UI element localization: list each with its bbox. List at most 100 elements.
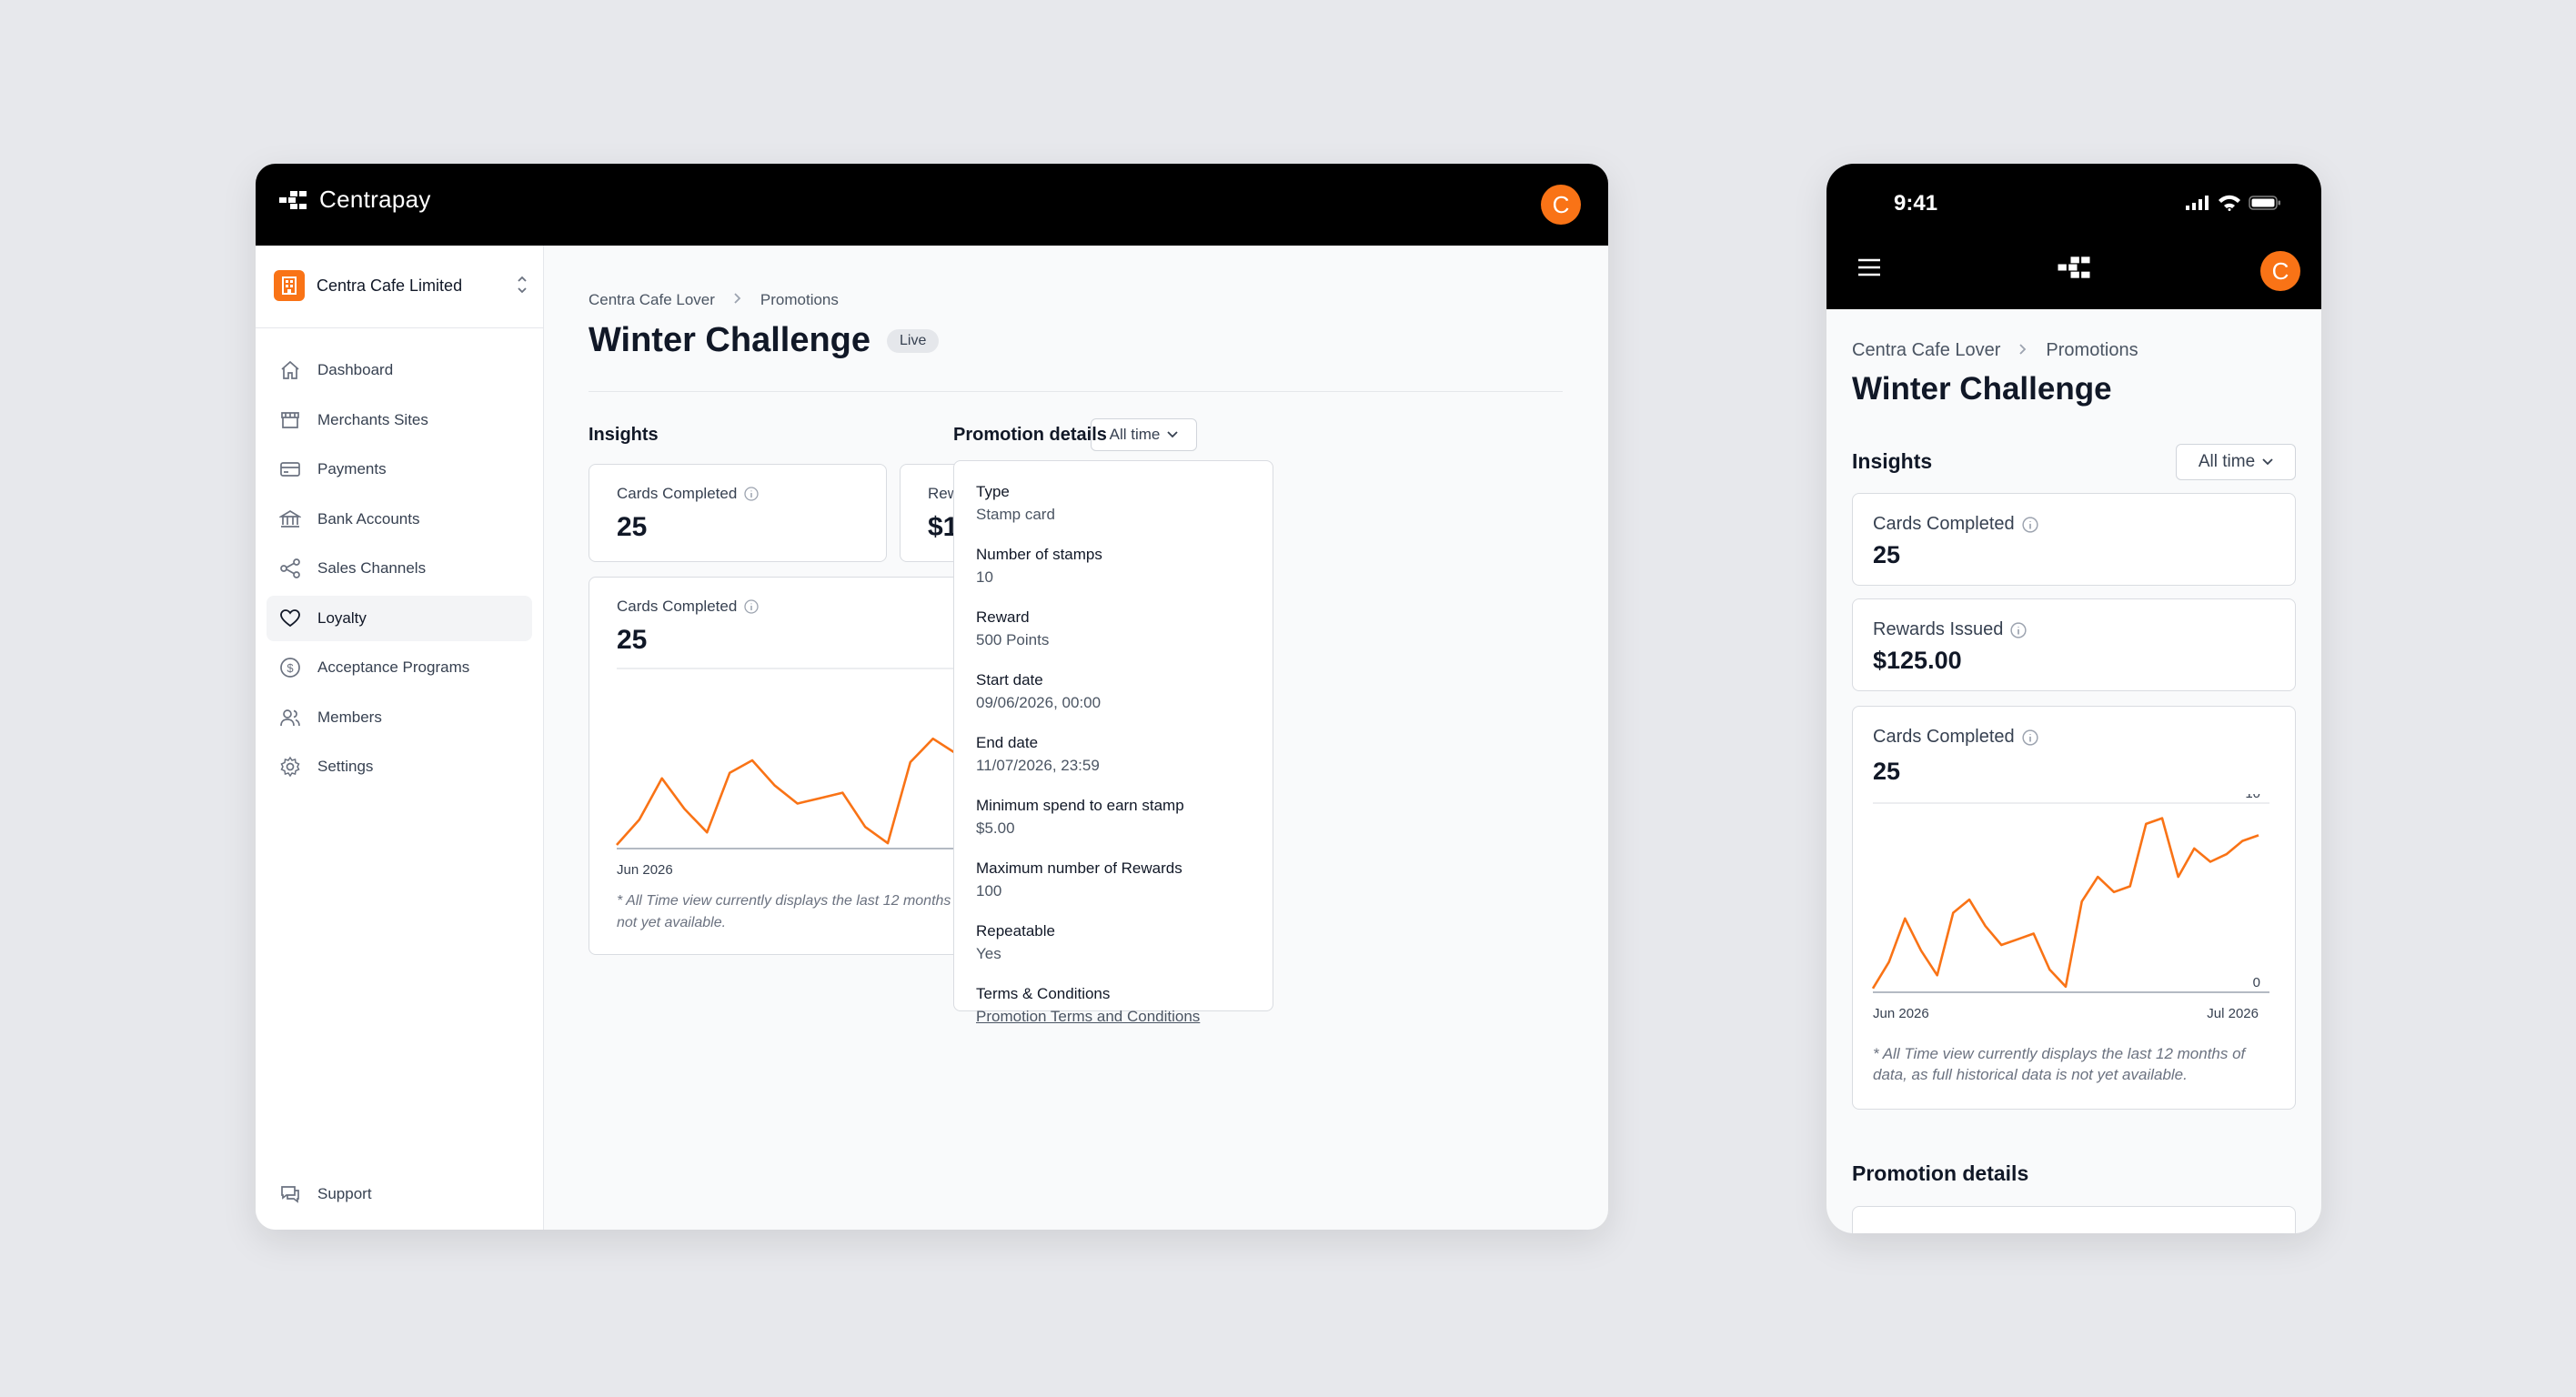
terms-link[interactable]: Promotion Terms and Conditions <box>976 1008 1201 1025</box>
store-icon <box>277 407 303 433</box>
detail-label: Minimum spend to earn stamp <box>976 797 1184 814</box>
sidebar-item-members[interactable]: Members <box>267 695 532 740</box>
users-icon <box>277 705 303 730</box>
desktop-window: Centrapay C Centra Cafe Limited <box>256 164 1608 1230</box>
chart-note: * All Time view currently displays the l… <box>1873 1045 2246 1083</box>
x-tick-label: Jun 2026 <box>1873 1006 1929 1021</box>
sidebar-item-acceptance-programs[interactable]: $ Acceptance Programs <box>267 645 532 690</box>
top-bar: Centrapay C <box>256 164 1608 246</box>
support-link[interactable]: Support <box>267 1171 532 1217</box>
sidebar-item-merchants-sites[interactable]: Merchants Sites <box>267 397 532 443</box>
time-range-select[interactable]: All time <box>1091 418 1197 451</box>
chevron-down-icon <box>1167 431 1178 438</box>
detail-value: 500 Points <box>976 631 1050 648</box>
chevron-up-down-icon <box>518 276 527 294</box>
sidebar-item-label: Payments <box>317 460 387 477</box>
dollar-circle-icon: $ <box>277 655 303 680</box>
bank-icon <box>277 507 303 532</box>
status-icons <box>2185 195 2281 211</box>
sidebar-item-loyalty[interactable]: Loyalty <box>267 595 532 641</box>
card-value: 25 <box>1873 758 1901 785</box>
detail-item: Terms & Conditions Promotion Terms and Co… <box>976 983 1254 1029</box>
detail-label: Reward <box>976 608 1030 626</box>
detail-item: Number of stamps 10 <box>976 544 1254 589</box>
y-tick-label: 10 <box>2245 794 2260 801</box>
user-avatar[interactable]: C <box>2260 251 2300 291</box>
user-avatar[interactable]: C <box>1541 185 1581 225</box>
detail-value: 100 <box>976 882 1002 900</box>
menu-icon[interactable] <box>1857 258 1881 276</box>
promotion-details-title: Promotion details <box>953 425 1107 445</box>
breadcrumb-item[interactable]: Centra Cafe Lover <box>1852 340 2001 360</box>
card-value: 25 <box>617 512 648 542</box>
info-icon[interactable] <box>744 599 759 614</box>
detail-item: Repeatable Yes <box>976 920 1254 966</box>
card-value: $125.00 <box>1873 647 1962 674</box>
sidebar: Centra Cafe Limited Dashboard Merchants … <box>256 246 544 1230</box>
sidebar-item-label: Merchants Sites <box>317 410 428 428</box>
brand[interactable]: Centrapay <box>277 186 431 214</box>
detail-item: Reward 500 Points <box>976 607 1254 652</box>
title-row: Winter Challenge Live <box>589 321 940 360</box>
mobile-top-bar: 9:41 C <box>1826 164 2321 309</box>
card-label-text: Cards Completed <box>617 485 738 502</box>
breadcrumb-item[interactable]: Promotions <box>2046 340 2138 360</box>
chevron-down-icon <box>2262 458 2273 466</box>
sidebar-item-label: Settings <box>317 758 374 775</box>
breadcrumb-item[interactable]: Centra Cafe Lover <box>589 291 715 308</box>
info-icon[interactable] <box>2022 729 2038 746</box>
org-name: Centra Cafe Limited <box>317 276 463 295</box>
info-icon[interactable] <box>2010 621 2028 638</box>
x-tick-label: Jul 2026 <box>2207 1006 2259 1021</box>
info-icon[interactable] <box>744 487 759 501</box>
chat-icon <box>277 1181 303 1207</box>
info-icon[interactable] <box>2022 516 2038 533</box>
wifi-icon <box>2219 195 2240 211</box>
detail-value: Yes <box>976 945 1001 962</box>
divider <box>589 391 1563 392</box>
mobile-insights-title: Insights <box>1852 449 1933 473</box>
detail-item: Start date 09/06/2026, 00:00 <box>976 669 1254 715</box>
detail-label: Repeatable <box>976 922 1055 940</box>
card-label-text: Cards Completed <box>1873 727 2015 747</box>
sidebar-item-dashboard[interactable]: Dashboard <box>267 347 532 393</box>
detail-value: 09/06/2026, 00:00 <box>976 694 1102 711</box>
sidebar-item-support[interactable]: Support <box>267 1171 532 1217</box>
share-icon <box>277 556 303 581</box>
home-icon <box>277 357 303 383</box>
detail-label: Number of stamps <box>976 546 1102 563</box>
svg-text:$: $ <box>287 661 294 675</box>
detail-label: End date <box>976 734 1039 751</box>
card-value: 25 <box>1873 541 1901 568</box>
mobile-promotion-details-title: Promotion details <box>1852 1161 2029 1185</box>
status-time: 9:41 <box>1894 191 1938 216</box>
chevron-right-icon <box>2018 340 2028 361</box>
sidebar-item-payments[interactable]: Payments <box>267 447 532 492</box>
sidebar-item-label: Acceptance Programs <box>317 658 470 676</box>
series-line <box>1871 817 2259 990</box>
sidebar-item-label: Sales Channels <box>317 559 427 577</box>
card-label-text: Cards Completed <box>1873 514 2015 534</box>
cards-completed-card: Cards Completed 25 <box>589 464 887 562</box>
sidebar-item-sales-channels[interactable]: Sales Channels <box>267 546 532 591</box>
sidebar-item-label: Dashboard <box>317 361 394 378</box>
time-range-value: All time <box>2198 452 2256 471</box>
detail-item: Maximum number of Rewards 100 <box>976 858 1254 903</box>
sidebar-item-settings[interactable]: Settings <box>267 744 532 789</box>
heart-icon <box>277 606 303 631</box>
org-switcher[interactable]: Centra Cafe Limited <box>256 246 543 328</box>
mobile-time-range-select[interactable]: All time <box>2176 444 2296 480</box>
card-label: Cards Completed <box>1873 514 2038 535</box>
sidebar-item-bank-accounts[interactable]: Bank Accounts <box>267 497 532 542</box>
card-label: Cards Completed <box>1873 727 2038 748</box>
mobile-rewards-issued-card: Rewards Issued $125.00 <box>1852 598 2296 691</box>
detail-label: Type <box>976 483 1010 500</box>
detail-value: 11/07/2026, 23:59 <box>976 757 1100 774</box>
promotion-details-card: Type Stamp card Number of stamps 10 Reward 50… <box>953 460 1273 1025</box>
centrapay-logo-icon[interactable] <box>2056 255 2092 280</box>
sidebar-item-label: Support <box>317 1185 372 1202</box>
breadcrumb: Centra Cafe Lover Promotions <box>589 291 839 309</box>
mobile-cards-completed-chart-card: Cards Completed 25 10 0 Jun 2026 Jul 2026 *… <box>1852 706 2296 1110</box>
card-label-text: Cards Completed <box>617 598 738 615</box>
breadcrumb-item[interactable]: Promotions <box>760 291 839 308</box>
